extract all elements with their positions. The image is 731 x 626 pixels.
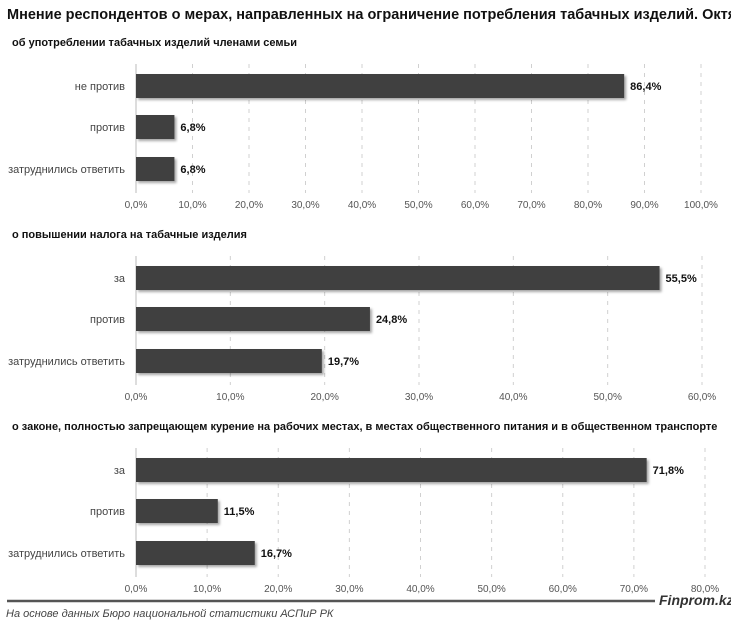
tick-label: 10,0% [216,392,244,403]
tick-label: 80,0% [691,584,719,595]
tick-label: 50,0% [477,584,505,595]
brand-logo: Finprom.kz [659,592,731,608]
value-label: 71,8% [653,465,684,477]
tick-label: 50,0% [404,200,432,211]
value-label: 11,5% [224,506,255,518]
tick-label: 20,0% [264,584,292,595]
bar [136,458,647,482]
category-label: за [114,273,126,285]
category-label: против [90,506,125,518]
bar [136,499,218,523]
source-note: На основе данных Бюро национальной стати… [6,608,334,620]
tick-label: 10,0% [193,584,221,595]
category-label: за [114,465,126,477]
tick-label: 30,0% [291,200,319,211]
bar [136,307,370,331]
panel-title: о законе, полностью запрещающем курение … [12,421,717,433]
category-label: затруднились ответить [8,164,125,176]
tick-label: 30,0% [335,584,363,595]
bar [136,541,255,565]
panel-title: об употреблении табачных изделий членами… [12,37,297,49]
category-label: не против [75,81,125,93]
tick-label: 40,0% [406,584,434,595]
value-label: 6,8% [180,164,205,176]
tick-label: 40,0% [348,200,376,211]
tick-label: 70,0% [517,200,545,211]
category-label: затруднились ответить [8,356,125,368]
tick-label: 100,0% [684,200,718,211]
category-label: против [90,122,125,134]
bar [136,349,322,373]
value-label: 55,5% [666,273,697,285]
tick-label: 0,0% [125,584,148,595]
tick-label: 10,0% [178,200,206,211]
category-label: против [90,314,125,326]
chart-title: Мнение респондентов о мерах, направленны… [7,7,731,23]
bar [136,157,175,181]
value-label: 19,7% [328,356,359,368]
tick-label: 50,0% [593,392,621,403]
tick-label: 0,0% [125,392,148,403]
tick-label: 90,0% [630,200,658,211]
tick-label: 20,0% [235,200,263,211]
value-label: 86,4% [630,81,661,93]
bar [136,115,175,139]
tick-label: 80,0% [574,200,602,211]
tick-label: 30,0% [405,392,433,403]
tick-label: 40,0% [499,392,527,403]
value-label: 6,8% [180,122,205,134]
bar [136,266,660,290]
tick-label: 70,0% [620,584,648,595]
value-label: 16,7% [261,548,292,560]
tick-label: 0,0% [125,200,148,211]
category-label: затруднились ответить [8,548,125,560]
tick-label: 60,0% [688,392,716,403]
panel-title: о повышении налога на табачные изделия [12,229,247,241]
bar [136,74,625,98]
tick-label: 20,0% [310,392,338,403]
tick-label: 60,0% [549,584,577,595]
tick-label: 60,0% [461,200,489,211]
value-label: 24,8% [376,314,407,326]
